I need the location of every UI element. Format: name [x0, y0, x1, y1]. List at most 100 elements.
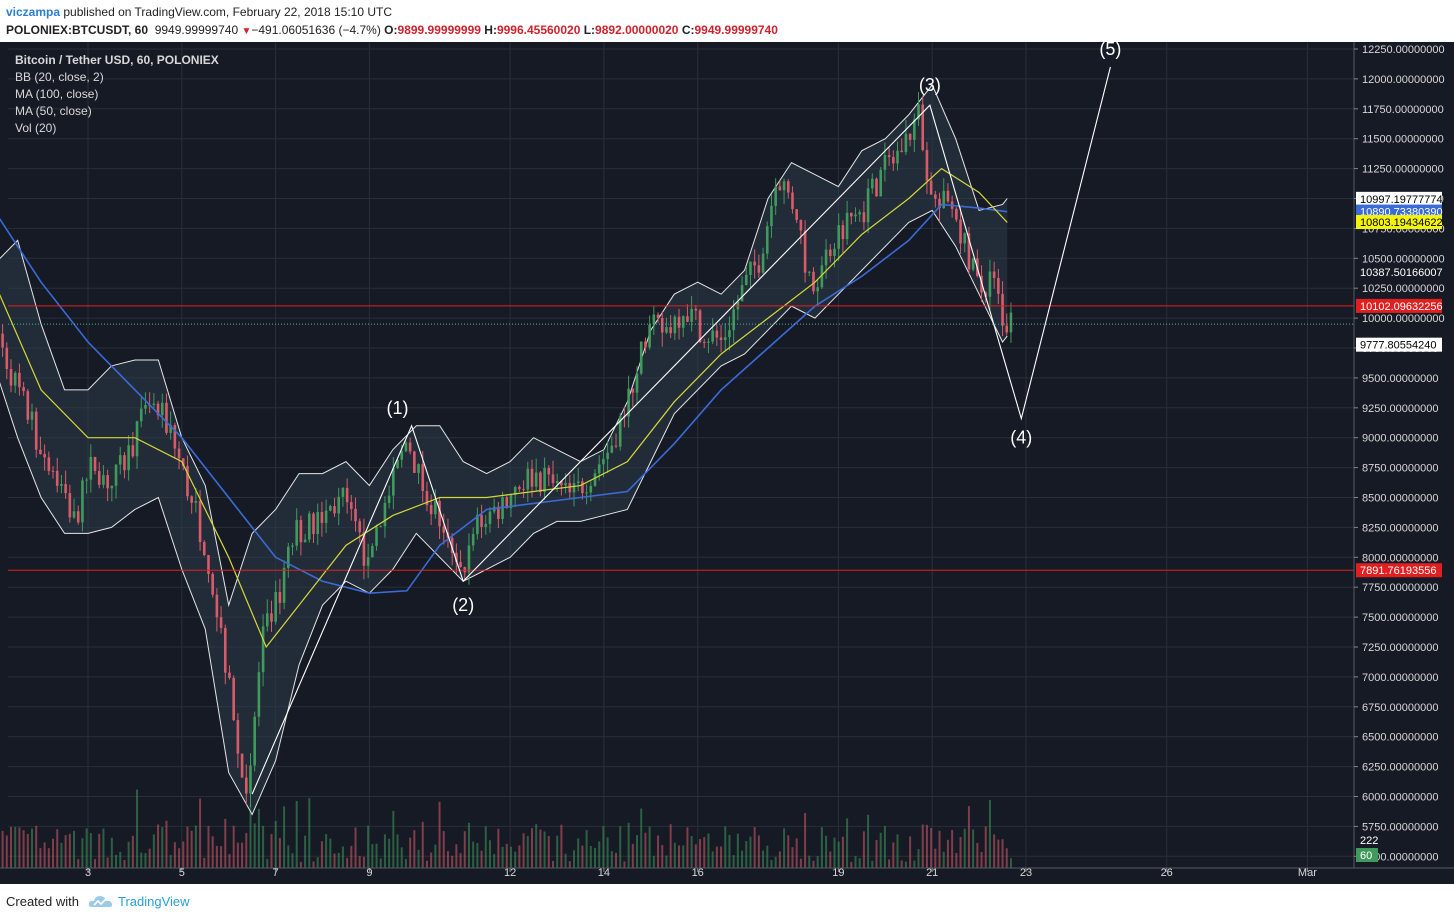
volume-bar [724, 826, 727, 868]
volume-bar [652, 855, 655, 868]
price-label: 10997.19777774 [1360, 194, 1443, 206]
legend-item: Bitcoin / Tether USD, 60, POLONIEX [15, 53, 219, 67]
candle-body [929, 180, 933, 195]
wave-label: (1) [387, 398, 409, 418]
candle-body [299, 520, 303, 543]
time-tick-label: 26 [1161, 867, 1173, 879]
candle-body [858, 212, 862, 215]
volume-bar [955, 852, 958, 868]
candle-body [240, 753, 244, 778]
volume-bar [148, 848, 151, 868]
ma50-line [0, 167, 1008, 649]
volume-bar [925, 824, 928, 868]
elliott-wave-drawing[interactable]: (1) (2) (3) (4) (5) [251, 42, 1121, 795]
tradingview-link[interactable]: TradingView [118, 894, 190, 909]
candle-body [883, 155, 887, 170]
candle-body [854, 214, 857, 217]
volume-bar [627, 822, 630, 868]
candle-body [488, 511, 492, 524]
candle-body [606, 452, 609, 460]
volume-bar [888, 859, 891, 868]
volume-bar [644, 832, 647, 868]
volume-bar [909, 836, 912, 868]
candle-body [34, 411, 38, 450]
volume-bar [278, 837, 281, 868]
volume-bar [52, 838, 55, 868]
price-axis[interactable]: 12250.00000000 12000.00000000 11750.000000… [1354, 44, 1445, 863]
candle-body [5, 347, 9, 369]
candle-body [799, 219, 803, 231]
moving-averages [0, 167, 1008, 649]
candle-body [774, 186, 777, 206]
author-link[interactable]: viczampa [6, 5, 61, 19]
volume-bar [127, 841, 130, 868]
volume-bar [766, 845, 769, 868]
volume-bar [371, 844, 374, 868]
volume-bar [438, 801, 441, 868]
candle-body [165, 402, 168, 433]
volume-bar [161, 827, 164, 868]
volume-bar [938, 830, 941, 868]
volume-bar [812, 860, 815, 868]
volume-bar [299, 861, 302, 868]
volume-bar [144, 853, 147, 868]
candle-body [513, 486, 517, 495]
symbol-label: POLONIEX:BTCUSDT, 60 [6, 23, 149, 37]
volume-bar [68, 833, 71, 868]
candle-body [547, 467, 551, 475]
legend-item: BB (20, close, 2) [15, 70, 104, 84]
candle-body [744, 274, 748, 286]
candle-body [686, 316, 689, 322]
volume-bar [10, 826, 13, 868]
volume-bar [383, 834, 386, 868]
candle-body [26, 391, 30, 420]
price-label: 9777.80554240 [1360, 340, 1436, 352]
candle-body [572, 483, 576, 493]
volume-bar [514, 851, 517, 868]
candle-body [186, 465, 189, 497]
candle-body [635, 373, 639, 393]
volume-bar [577, 838, 580, 868]
price-chart[interactable]: (1) (2) (3) (4) (5) Bitcoin / Tether USD, 60… [0, 42, 1454, 884]
volume-bar [711, 851, 714, 868]
candle-body [434, 500, 437, 515]
candle-body [371, 546, 374, 558]
candle-body [324, 510, 328, 523]
volume-bar [631, 843, 634, 868]
candle-body [51, 470, 55, 472]
candle-body [812, 271, 815, 292]
candle-body [597, 464, 601, 474]
candle-body [740, 285, 744, 302]
tradingview-cloud-icon [88, 896, 113, 907]
candle-body [282, 567, 286, 603]
wave-label: (3) [919, 75, 941, 95]
footer: Created with TradingView [0, 884, 1454, 919]
close-label: C: [681, 23, 695, 37]
candle-body [543, 467, 546, 493]
candlesticks [1, 92, 1013, 808]
candle-body [723, 337, 727, 341]
volume-bar [610, 851, 613, 868]
volume-bar [795, 838, 798, 868]
volume-bar [678, 845, 681, 868]
volume-bar [203, 857, 206, 868]
price-tick-label: 7750.00000000 [1362, 582, 1438, 594]
volume-bar [136, 789, 139, 868]
candle-body [207, 555, 210, 574]
candle-body [55, 470, 59, 486]
volume-bar [194, 825, 197, 868]
volume-bar [43, 842, 46, 868]
candle-body [177, 448, 181, 459]
candle-body [576, 481, 580, 484]
candle-body [123, 455, 126, 471]
volume-bar [526, 835, 529, 868]
volume-bar [921, 824, 924, 868]
volume-bar [472, 841, 475, 868]
candle-body [534, 472, 538, 487]
volume-bar [972, 829, 975, 868]
volume-bar [1009, 858, 1012, 868]
volume-bar [131, 835, 134, 868]
time-axis[interactable]: 3 5 7 9 12 14 16 19 21 23 26 Mar [85, 867, 1317, 879]
candle-body [438, 500, 441, 527]
candle-body [198, 500, 202, 543]
